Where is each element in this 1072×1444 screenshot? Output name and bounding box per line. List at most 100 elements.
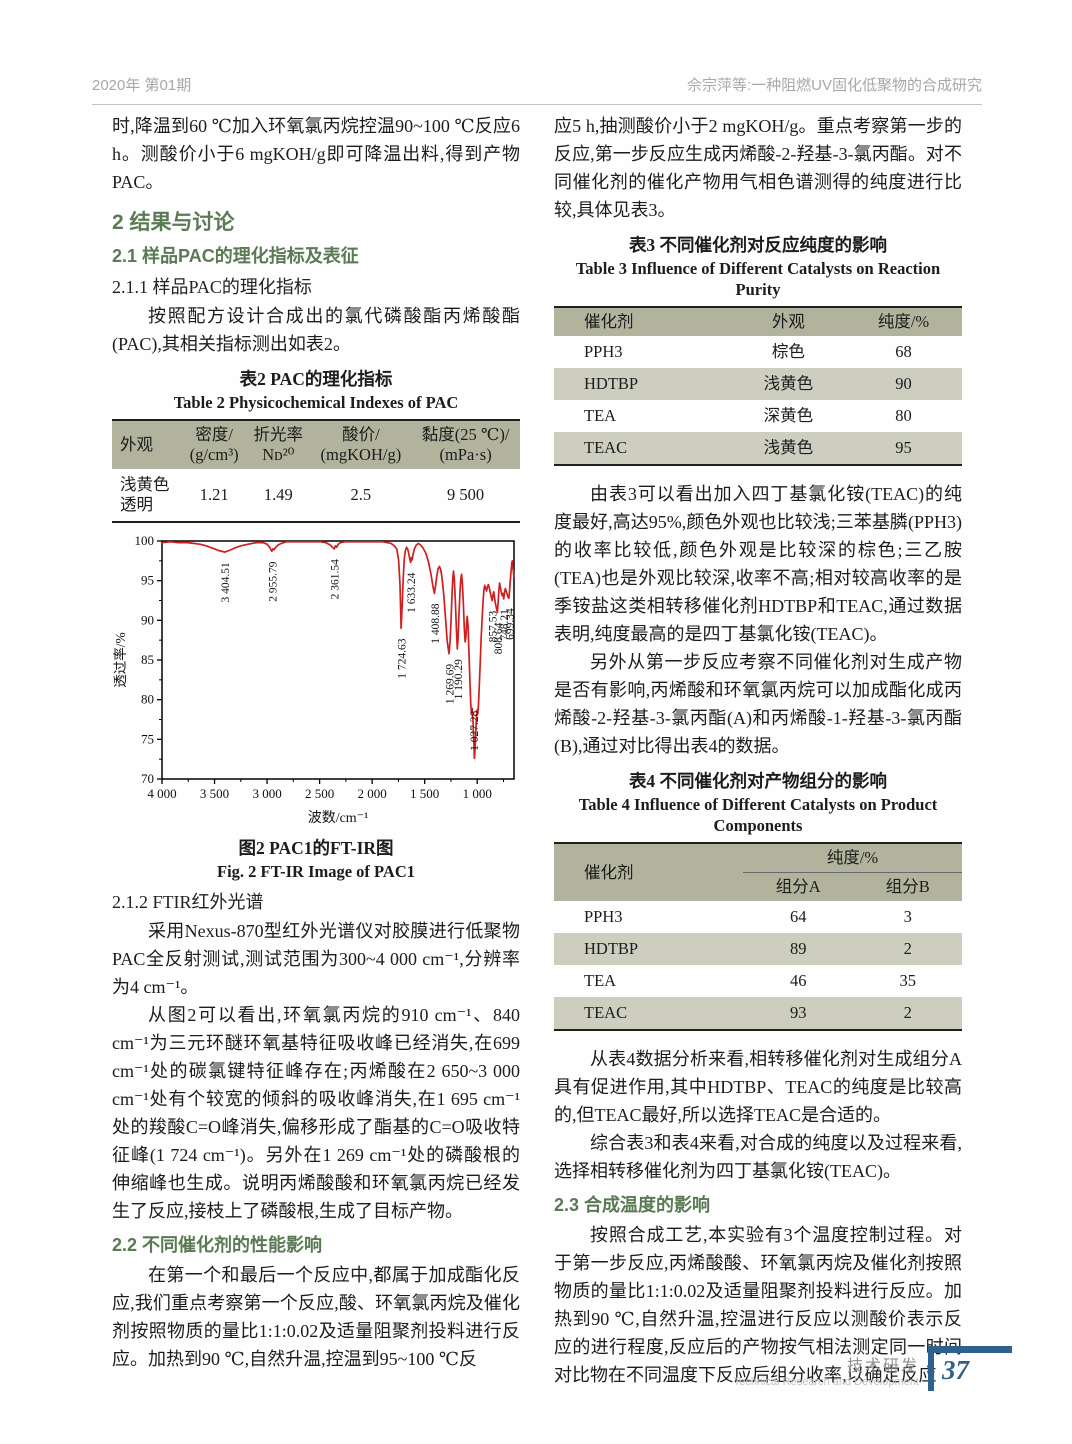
svg-text:1 269.69: 1 269.69 <box>444 664 456 705</box>
table-row: 浅黄色 透明 1.21 1.49 2.5 9 500 <box>112 469 520 522</box>
col-header: 催化剂 <box>554 307 732 336</box>
heading-2-1-1: 2.1.1 样品PAC的理化指标 <box>112 277 312 297</box>
svg-text:1 500: 1 500 <box>410 786 439 801</box>
table-row: PPH3 棕色 68 <box>554 336 962 368</box>
footer-labels: 技术研发 Technical Research and Development <box>734 1346 919 1388</box>
paragraph: 从图2可以看出,环氧氯丙烷的910 cm⁻¹、840 cm⁻¹为三元环醚环氧基特… <box>112 1005 520 1221</box>
svg-text:4 000: 4 000 <box>147 786 176 801</box>
table-row: PPH3 64 3 <box>554 901 962 933</box>
cell: 棕色 <box>771 342 805 361</box>
svg-text:95: 95 <box>141 573 154 588</box>
paragraph: 采用Nexus-870型红外光谱仪对胶膜进行低聚物PAC全反射测试,测试范围为3… <box>112 921 520 997</box>
col-header: 外观 <box>112 420 183 469</box>
cell: 2.5 <box>350 485 372 504</box>
cell: 9 500 <box>447 485 485 504</box>
page-header: 2020年 第01期 佘宗萍等:一种阻燃UV固化低聚物的合成研究 <box>92 74 982 105</box>
table2-caption-en: Table 2 Physicochemical Indexes of PAC <box>173 393 459 412</box>
table3-caption-en: Table 3 Influence of Different Catalysts… <box>575 259 941 299</box>
journal-issue: 2020年 第01期 <box>92 77 192 94</box>
svg-text:1 633.24: 1 633.24 <box>406 572 418 613</box>
cell: 90 <box>895 374 912 393</box>
table-header-row: 催化剂 纯度/% <box>554 843 962 901</box>
svg-text:857.53: 857.53 <box>488 610 500 642</box>
page-footer: 技术研发 Technical Research and Development … <box>734 1346 1012 1391</box>
page-number-bracket: 37 <box>928 1346 1012 1391</box>
paragraph-continuation: 应5 h,抽测酸价小于2 mgKOH/g。重点考察第一步的反应,第一步反应生成丙… <box>554 116 962 220</box>
table4-caption-zh: 表4 不同催化剂对产物组分的影响 <box>628 771 888 791</box>
cell: HDTBP <box>584 939 639 958</box>
paragraph: 由表3可以看出加入四丁基氯化铵(TEAC)的纯度最好,高达95%,颜色外观也比较… <box>554 484 962 644</box>
cell: 深黄色 <box>763 406 814 425</box>
span-header: 纯度/% <box>742 843 962 873</box>
svg-text:75: 75 <box>141 731 154 746</box>
table-subheader-row: 组分A 组分B <box>554 872 962 901</box>
svg-text:70: 70 <box>141 771 154 786</box>
svg-text:波数/cm⁻¹: 波数/cm⁻¹ <box>308 810 369 826</box>
heading-results-discussion: 2 结果与讨论 <box>112 211 235 234</box>
col-header: 黏度(25 ℃)/ (mPa·s) <box>411 420 520 469</box>
col-header: 酸价/ (mgKOH/g) <box>310 420 412 469</box>
left-column: 时,降温到60 ℃加入环氧氯丙烷控温90~100 ℃反应6 h。测酸价小于6 m… <box>112 112 520 1389</box>
svg-text:699.34: 699.34 <box>504 608 516 640</box>
svg-text:透过率/%: 透过率/% <box>112 632 128 688</box>
svg-text:2 361.54: 2 361.54 <box>330 559 342 600</box>
ftir-chart: 4 000 3 500 3 000 2 500 2 000 1 500 1 000 70 75 8… <box>112 533 516 826</box>
heading-2-2: 2.2 不同催化剂的性能影响 <box>112 1235 323 1255</box>
cell: 93 <box>789 1003 807 1022</box>
col-header: 纯度/% <box>844 307 962 336</box>
table-row: TEAC 浅黄色 95 <box>554 432 962 465</box>
cell: TEAC <box>584 1003 628 1022</box>
table-4: 催化剂 纯度/% 组分A 组分B PPH3 64 3 HDTBP <box>554 842 962 1031</box>
running-title: 佘宗萍等:一种阻燃UV固化低聚物的合成研究 <box>686 77 982 94</box>
cell: 89 <box>789 939 807 958</box>
table-row: HDTBP 浅黄色 90 <box>554 368 962 400</box>
paragraph-continuation: 时,降温到60 ℃加入环氧氯丙烷控温90~100 ℃反应6 h。测酸价小于6 m… <box>112 116 520 192</box>
svg-text:90: 90 <box>141 612 154 627</box>
table-row: HDTBP 89 2 <box>554 933 962 965</box>
cell: PPH3 <box>584 907 623 926</box>
paragraph: 在第一个和最后一个反应中,都属于加成酯化反应,我们重点考察第一个反应,酸、环氧氯… <box>112 1265 520 1369</box>
table2-caption-zh: 表2 PAC的理化指标 <box>239 369 393 389</box>
paragraph: 按照配方设计合成出的氯代磷酸酯丙烯酸酯(PAC),其相关指标测出如表2。 <box>112 306 520 354</box>
figure2-caption-en: Fig. 2 FT-IR Image of PAC1 <box>217 862 415 881</box>
svg-text:2 500: 2 500 <box>305 786 334 801</box>
cell: 64 <box>789 907 807 926</box>
svg-text:80: 80 <box>141 692 154 707</box>
svg-text:1 190.29: 1 190.29 <box>453 659 465 700</box>
svg-text:1 724.63: 1 724.63 <box>397 638 409 679</box>
cell: TEA <box>584 406 617 425</box>
svg-text:3 404.51: 3 404.51 <box>220 562 232 603</box>
cell: TEA <box>584 971 617 990</box>
ftir-figure: 4 000 3 500 3 000 2 500 2 000 1 500 1 000 70 75 8… <box>112 531 520 882</box>
col-header: 组分A <box>742 872 854 901</box>
col-header: 折光率 Nᴅ²⁰ <box>246 420 311 469</box>
cell: 68 <box>895 342 912 361</box>
table-header-row: 外观 密度/ (g/cm³) 折光率 Nᴅ²⁰ 酸价/ (mgKOH/g) 黏度… <box>112 420 520 469</box>
svg-text:748.21: 748.21 <box>499 609 511 641</box>
table-row: TEA 深黄色 80 <box>554 400 962 432</box>
cell: 浅黄色 <box>763 438 814 457</box>
heading-2-1-2: 2.1.2 FTIR红外光谱 <box>112 892 264 912</box>
table-header-row: 催化剂 外观 纯度/% <box>554 307 962 336</box>
table-3: 催化剂 外观 纯度/% PPH3 棕色 68 HDTBP 浅黄色 90 <box>554 306 962 466</box>
svg-text:1 027.28: 1 027.28 <box>469 710 481 751</box>
paragraph: 另外从第一步反应考察不同催化剂对生成产物是否有影响,丙烯酸和环氧氯丙烷可以加成酯… <box>554 652 962 756</box>
cell: 95 <box>895 438 912 457</box>
svg-text:2 000: 2 000 <box>358 786 387 801</box>
right-column: 应5 h,抽测酸价小于2 mgKOH/g。重点考察第一步的反应,第一步反应生成丙… <box>554 112 962 1389</box>
cell: 1.21 <box>199 485 229 504</box>
col-header: 密度/ (g/cm³) <box>182 420 247 469</box>
table3-caption-zh: 表3 不同催化剂对反应纯度的影响 <box>628 235 888 255</box>
svg-text:2 955.79: 2 955.79 <box>267 561 279 602</box>
cell: 46 <box>789 971 807 990</box>
cell: 浅黄色 <box>763 374 814 393</box>
table-2: 外观 密度/ (g/cm³) 折光率 Nᴅ²⁰ 酸价/ (mgKOH/g) 黏度… <box>112 419 520 523</box>
cell: 2 <box>903 1003 912 1022</box>
two-column-body: 时,降温到60 ℃加入环氧氯丙烷控温90~100 ℃反应6 h。测酸价小于6 m… <box>112 112 962 1389</box>
cell: TEAC <box>584 438 628 457</box>
footer-section-label-en: Technical Research and Development <box>733 1376 919 1388</box>
svg-text:3 000: 3 000 <box>252 786 281 801</box>
paragraph: 综合表3和表4来看,对合成的纯度以及过程来看,选择相转移催化剂为四丁基氯化铵(T… <box>554 1133 962 1181</box>
cell: PPH3 <box>584 342 623 361</box>
